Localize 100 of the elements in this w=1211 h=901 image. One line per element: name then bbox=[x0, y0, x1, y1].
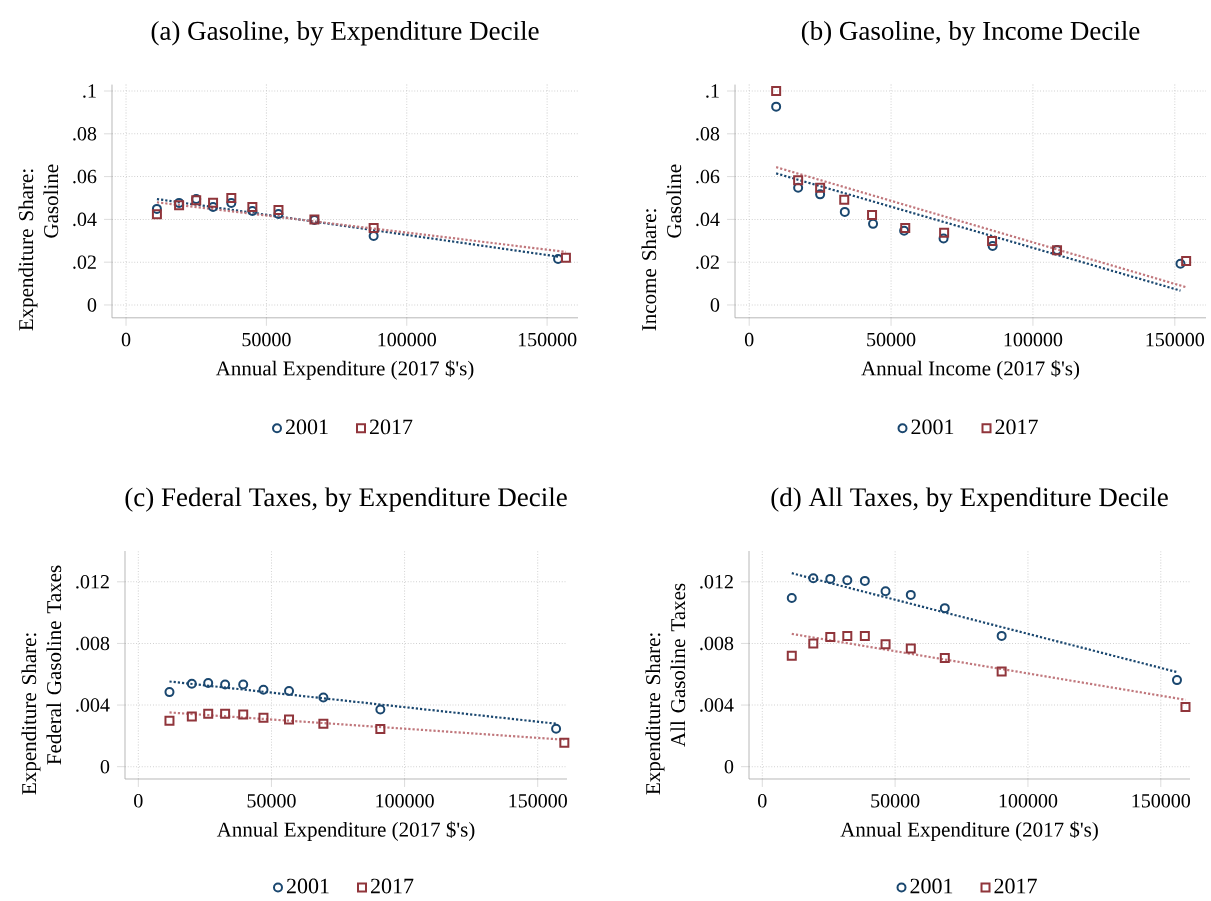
point bbox=[375, 704, 386, 715]
point bbox=[151, 209, 162, 220]
x-axis-title: Annual Expenditure (2017 $'s) bbox=[840, 821, 1098, 841]
point bbox=[771, 86, 782, 97]
point bbox=[880, 586, 891, 597]
point bbox=[808, 638, 819, 649]
legend-label: 2017 bbox=[995, 419, 1038, 435]
point bbox=[996, 630, 1007, 641]
point bbox=[284, 686, 295, 697]
point bbox=[905, 589, 916, 600]
x-tick-label: 50000 bbox=[867, 332, 916, 347]
point bbox=[867, 209, 878, 220]
x-tick-label: 0 bbox=[744, 332, 754, 347]
point bbox=[825, 632, 836, 643]
y-tick-label: .06 bbox=[73, 169, 97, 184]
point bbox=[220, 708, 231, 719]
point bbox=[786, 592, 797, 603]
point bbox=[987, 235, 998, 246]
point bbox=[226, 192, 237, 203]
point bbox=[203, 708, 214, 719]
point bbox=[842, 575, 853, 586]
y-tick-label: .1 bbox=[706, 84, 719, 98]
x-tick-label: 0 bbox=[758, 794, 767, 808]
y-tick-label: .02 bbox=[696, 255, 719, 269]
y-axis-title: Income Share: Gasoline bbox=[641, 164, 682, 331]
y-axis-title: Expenditure Share: All Gasoline Taxes bbox=[645, 583, 686, 795]
y-tick-label: .012 bbox=[76, 575, 109, 589]
y-axis-title: Expenditure Share: Federal Gasoline Taxes bbox=[21, 565, 62, 795]
point bbox=[208, 197, 219, 208]
chart-title: (d) All Taxes, by Expenditure Decile bbox=[771, 487, 1168, 512]
point bbox=[368, 222, 379, 233]
x-tick-label: 50000 bbox=[242, 332, 291, 347]
point bbox=[273, 204, 284, 215]
legend-label: 2017 bbox=[369, 419, 413, 435]
y-tick-label: 0 bbox=[724, 759, 734, 774]
point bbox=[238, 709, 249, 720]
x-tick-label: 100000 bbox=[999, 794, 1058, 808]
point bbox=[939, 653, 950, 664]
y-tick-label: .04 bbox=[696, 212, 720, 227]
point bbox=[203, 678, 214, 689]
point bbox=[258, 712, 269, 723]
y-axis-title: Expenditure Share: Gasoline bbox=[18, 164, 59, 331]
chart-title: (a) Gasoline, by Expenditure Decile bbox=[151, 20, 539, 46]
point bbox=[905, 643, 916, 654]
point bbox=[247, 206, 258, 217]
point bbox=[559, 737, 570, 748]
legend-label: 2001 bbox=[286, 878, 329, 894]
point bbox=[375, 724, 386, 735]
point bbox=[247, 201, 258, 212]
point bbox=[1171, 675, 1182, 686]
y-tick-label: .012 bbox=[700, 575, 733, 589]
point bbox=[164, 687, 175, 698]
point bbox=[825, 573, 836, 584]
x-tick-label: 150000 bbox=[1146, 332, 1205, 347]
point bbox=[842, 630, 853, 641]
y-tick-label: .08 bbox=[696, 127, 720, 141]
point bbox=[808, 573, 819, 584]
point bbox=[786, 650, 797, 661]
point bbox=[793, 182, 804, 193]
x-axis-title: Annual Expenditure (2017 $'s) bbox=[216, 821, 475, 841]
y-tick-label: .08 bbox=[73, 127, 97, 141]
point bbox=[553, 253, 564, 264]
point bbox=[151, 203, 162, 214]
y-tick-label: .04 bbox=[73, 212, 97, 227]
point bbox=[939, 603, 950, 614]
point bbox=[815, 189, 826, 200]
y-tick-label: 0 bbox=[710, 298, 720, 312]
point bbox=[938, 233, 949, 244]
point bbox=[1180, 702, 1191, 713]
x-tick-label: 50000 bbox=[247, 794, 296, 808]
point bbox=[220, 679, 231, 690]
point bbox=[996, 666, 1007, 677]
legend-label: 2001 bbox=[910, 878, 953, 894]
y-tick-label: .004 bbox=[700, 698, 734, 712]
x-tick-label: 100000 bbox=[376, 794, 434, 808]
point bbox=[839, 206, 850, 217]
x-tick-label: 50000 bbox=[871, 794, 920, 808]
legend-label: 2001 bbox=[285, 419, 328, 435]
point bbox=[164, 715, 175, 726]
point bbox=[258, 684, 269, 695]
point bbox=[939, 227, 950, 238]
x-tick-label: 150000 bbox=[509, 794, 567, 808]
point bbox=[186, 678, 197, 689]
point bbox=[284, 714, 295, 725]
point bbox=[880, 639, 891, 650]
legend-label: 2001 bbox=[911, 419, 954, 435]
point bbox=[839, 194, 850, 205]
y-tick-label: .008 bbox=[700, 636, 734, 651]
point bbox=[859, 630, 870, 641]
point bbox=[1181, 255, 1192, 266]
point bbox=[551, 723, 562, 734]
point bbox=[318, 718, 329, 729]
point bbox=[226, 197, 237, 208]
point bbox=[771, 101, 782, 112]
point bbox=[987, 240, 998, 251]
y-tick-label: 0 bbox=[87, 298, 97, 312]
point bbox=[238, 679, 249, 690]
x-tick-label: 0 bbox=[134, 794, 143, 808]
point bbox=[815, 182, 826, 193]
x-tick-label: 0 bbox=[121, 332, 131, 347]
